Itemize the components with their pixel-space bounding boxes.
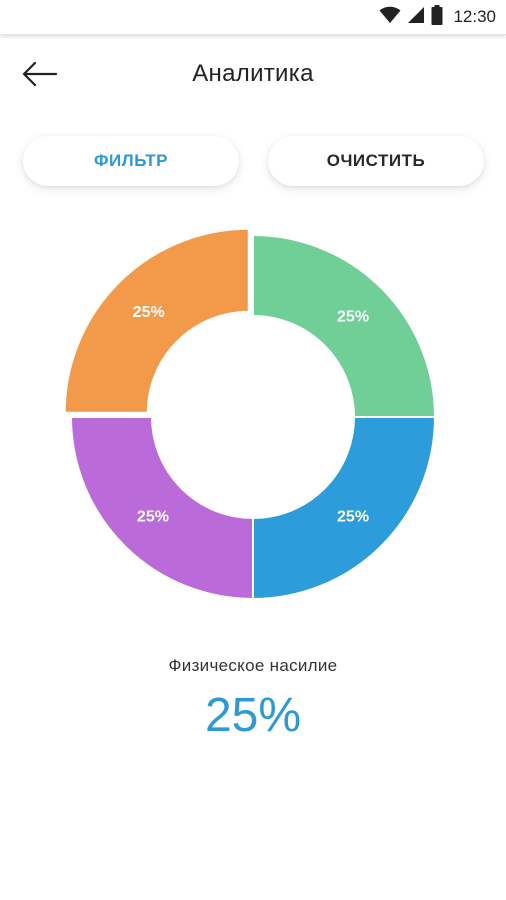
filter-button[interactable]: ФИЛЬТР xyxy=(23,136,239,186)
donut-slice-0[interactable] xyxy=(252,233,437,418)
back-button[interactable] xyxy=(14,54,66,98)
wifi-icon xyxy=(379,6,401,29)
arrow-left-icon xyxy=(22,61,58,91)
header: Аналитика xyxy=(0,40,506,112)
battery-icon xyxy=(431,4,443,30)
selected-category-label: Физическое насилие xyxy=(168,656,338,675)
status-bar: 12:30 xyxy=(0,0,506,35)
donut-slice-label-2: 25% xyxy=(137,509,169,526)
page-title: Аналитика xyxy=(192,60,314,87)
donut-slice-label-3: 25% xyxy=(133,304,165,321)
status-time: 12:30 xyxy=(453,7,496,26)
clear-button[interactable]: ОЧИСТИТЬ xyxy=(268,136,484,186)
donut-slice-2[interactable] xyxy=(69,416,254,601)
donut-slice-3[interactable] xyxy=(63,227,250,414)
donut-slice-label-0: 25% xyxy=(337,308,369,325)
status-icons: 12:30 xyxy=(379,0,496,34)
donut-chart-svg: 25% 25% 25% 25% xyxy=(63,227,437,601)
donut-chart: 25% 25% 25% 25% xyxy=(0,220,506,620)
signal-icon xyxy=(407,6,425,29)
donut-slice-1[interactable] xyxy=(252,416,437,601)
donut-slice-label-1: 25% xyxy=(337,509,369,526)
selected-category-value: 25% xyxy=(204,689,302,742)
